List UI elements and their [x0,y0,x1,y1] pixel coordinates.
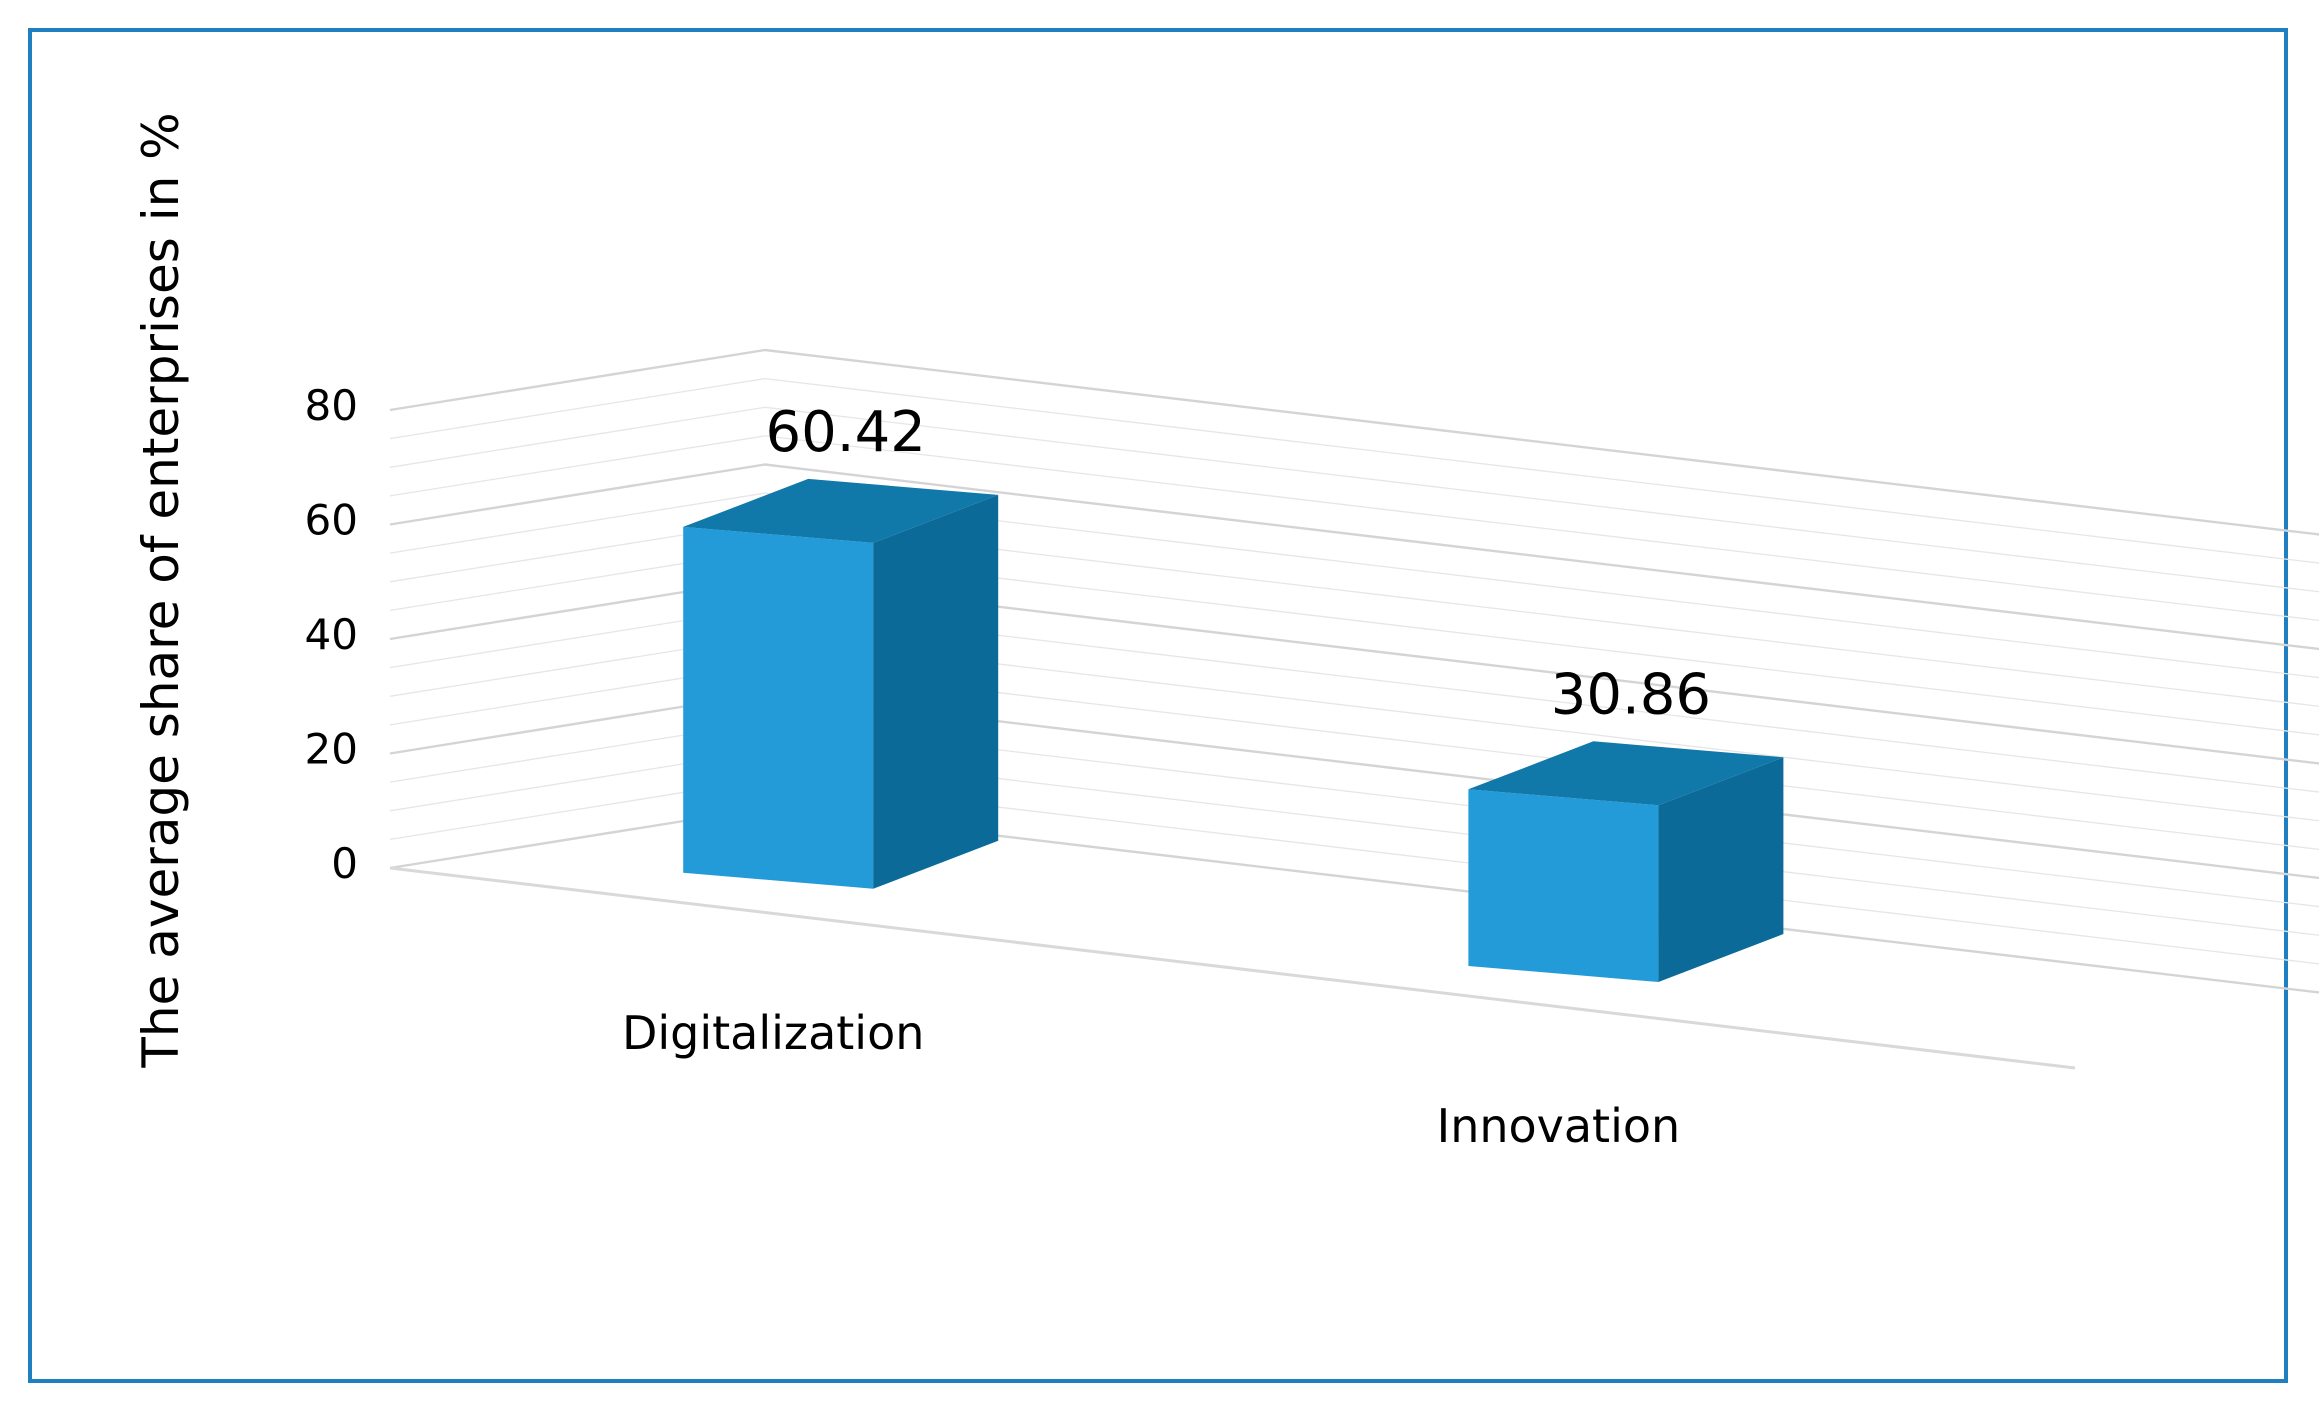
gridline [389,778,2319,965]
bar-top-innovation [1468,741,1784,806]
gridline [389,406,2319,593]
bar-front-innovation [1468,789,1659,982]
x-tick-label: Digitalization [622,1006,924,1060]
x-tick-label: Innovation [1437,1099,1681,1153]
y-tick-label: 80 [305,381,358,430]
y-tick-label: 60 [305,496,358,545]
bar-top-digitalization [683,478,999,543]
gridline [389,463,2319,651]
bar-side-innovation [1658,757,1784,982]
gridline [389,348,2319,536]
bar-front-digitalization [683,526,874,889]
gridlines [389,348,2319,1070]
gridline [389,435,2319,622]
y-axis-title: The average share of enterprises in % [132,112,190,1068]
gridline [389,492,2319,679]
gridline [389,806,2319,994]
gridline [389,750,2319,936]
y-tick-label: 0 [331,839,358,888]
bar-side-digitalization [873,494,999,889]
data-label: 60.42 [766,400,926,465]
labels: 0 20 40 60 80 60.42 Digitalization 30.86 Innovat… [305,381,1712,1153]
y-tick-label: 20 [305,725,358,774]
gridline [389,377,2319,564]
data-label: 30.86 [1551,662,1711,727]
chart-frame [28,28,2288,1383]
y-tick-label: 40 [305,610,358,659]
bars [683,478,1784,982]
x-axis-line [389,866,2076,1070]
